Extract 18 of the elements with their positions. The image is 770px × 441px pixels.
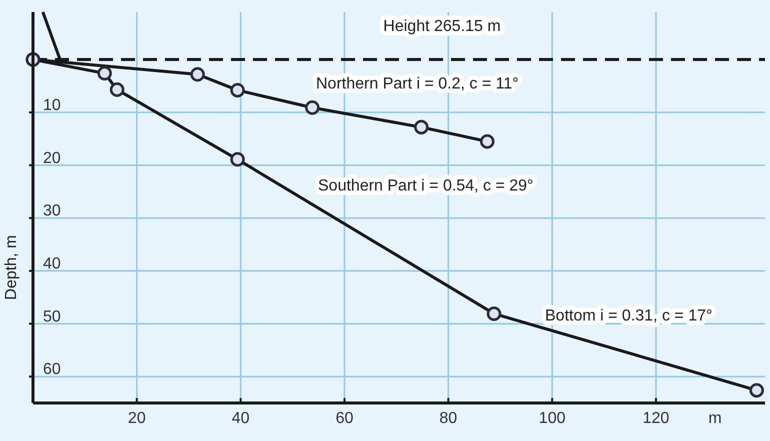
x-tick-label: 20: [128, 410, 146, 427]
x-tick-label: 40: [232, 410, 250, 427]
annotation: Northern Part i = 0.2, c = 11°: [316, 76, 519, 93]
x-tick-label: 80: [439, 410, 458, 427]
y-axis-title: Depth, m: [3, 235, 20, 300]
y-tick-label: 20: [43, 150, 61, 167]
annotation: Bottom i = 0.31, c = 17°: [545, 308, 712, 325]
x-tick-label: 60: [336, 410, 354, 427]
ref-line-label: Height 265.15 m: [383, 18, 501, 36]
annotation: Southern Part i = 0.54, c = 29°: [318, 178, 534, 195]
y-tick-label: 30: [43, 202, 61, 220]
x-tick-label: 120: [642, 410, 670, 427]
x-tick-label: 100: [538, 410, 566, 427]
x-axis-title: m: [708, 410, 722, 427]
y-tick-label: 40: [43, 256, 61, 273]
y-tick-label: 50: [43, 308, 61, 326]
y-tick-label: 60: [43, 361, 61, 378]
y-tick-label: 10: [43, 96, 61, 114]
